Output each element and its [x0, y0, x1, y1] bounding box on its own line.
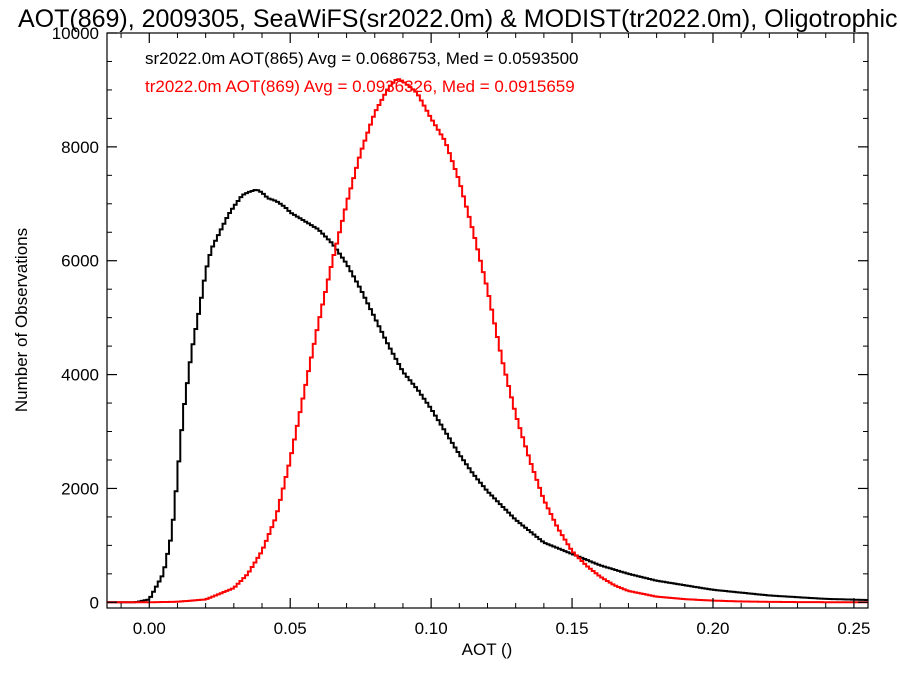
y-tick-label: 8000 — [61, 138, 99, 157]
x-tick-label: 0.00 — [133, 619, 166, 638]
plot-border — [106, 32, 869, 609]
chart-title: AOT(869), 2009305, SeaWiFS(sr2022.0m) & … — [18, 5, 898, 33]
y-tick-label: 4000 — [61, 366, 99, 385]
x-tick-label: 0.20 — [696, 619, 729, 638]
legend-entry-sr2022: sr2022.0m AOT(865) Avg = 0.0686753, Med … — [145, 49, 579, 68]
y-tick-label: 10000 — [52, 24, 99, 43]
series-line-1 — [107, 78, 868, 604]
x-tick-label: 0.10 — [415, 619, 448, 638]
x-axis-label: AOT () — [462, 640, 513, 659]
y-tick-label: 6000 — [61, 252, 99, 271]
legend-entry-tr2022: tr2022.0m AOT(869) Avg = 0.0936326, Med … — [145, 77, 575, 96]
y-axis-label: Number of Observations — [12, 228, 31, 412]
y-tick-label: 0 — [90, 593, 99, 612]
series-line-0 — [107, 189, 868, 604]
series-layer — [107, 78, 868, 604]
x-tick-label: 0.15 — [556, 619, 589, 638]
x-tick-label: 0.25 — [837, 619, 870, 638]
y-tick-label: 2000 — [61, 479, 99, 498]
plot-frame — [106, 32, 869, 609]
ticks-layer: 0.00 0.05 0.10 0.15 0.20 0.25 0 2000 4000 6000 800… — [52, 24, 871, 638]
x-tick-label: 0.05 — [274, 619, 307, 638]
